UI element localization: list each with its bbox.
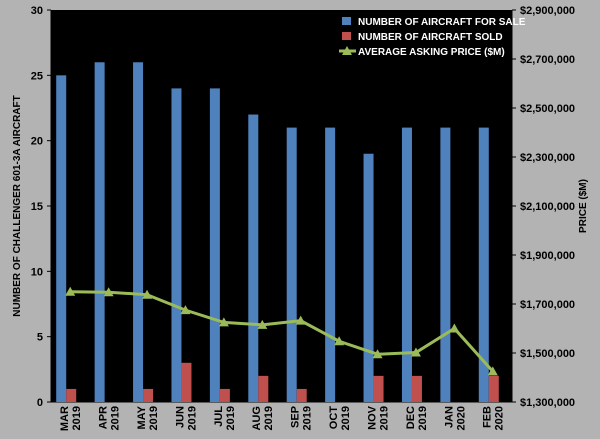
bar-for-sale (478, 127, 489, 402)
bar-sold (411, 375, 422, 402)
plot-area (51, 10, 512, 402)
x-tick-label: JUL (213, 406, 225, 427)
x-tick-label: 2019 (110, 406, 122, 430)
price-marker (142, 289, 153, 299)
bar-for-sale (401, 127, 412, 402)
price-marker (103, 287, 114, 297)
x-tick-label: SEP (290, 406, 302, 428)
x-tick-label: OCT (328, 406, 340, 430)
legend-label: AVERAGE ASKING PRICE ($M) (358, 47, 505, 58)
x-tick-label: 2019 (302, 406, 314, 430)
right-tick-label: $2,100,000 (520, 201, 575, 213)
bar-for-sale (363, 153, 374, 402)
y2-axis-title: PRICE ($M) (578, 179, 589, 233)
price-marker (257, 319, 268, 329)
left-tick-label: 30 (31, 5, 43, 17)
right-tick-label: $2,900,000 (520, 5, 575, 17)
price-marker (65, 286, 76, 296)
bar-for-sale (94, 62, 105, 403)
right-tick-label: $1,700,000 (520, 299, 575, 311)
x-tick-label: 2019 (417, 406, 429, 430)
legend-box (338, 12, 508, 62)
x-tick-label: JAN (443, 406, 455, 428)
price-marker (180, 305, 191, 315)
price-marker (334, 336, 345, 346)
x-tick-label: 2019 (340, 406, 352, 430)
right-tick-label: $1,300,000 (520, 397, 575, 409)
bar-sold (181, 362, 192, 402)
x-tick-label: 2019 (71, 406, 83, 430)
left-tick-label: 20 (31, 136, 43, 148)
x-tick-label: MAY (136, 405, 148, 429)
legend-swatch (342, 17, 351, 25)
left-tick-label: 10 (31, 266, 43, 278)
price-marker (487, 366, 498, 376)
right-tick-label: $1,500,000 (520, 348, 575, 360)
x-tick-label: 2020 (494, 406, 506, 430)
price-marker (410, 347, 421, 357)
bar-sold (488, 375, 499, 402)
bar-sold (219, 388, 230, 402)
bar-for-sale (325, 127, 336, 402)
bar-sold (66, 388, 77, 402)
price-marker (295, 315, 306, 325)
legend-label: NUMBER OF AIRCRAFT FOR SALE (358, 17, 526, 28)
x-tick-label: APR (98, 406, 110, 429)
x-tick-label: 2020 (455, 406, 467, 430)
left-tick-label: 15 (31, 201, 43, 213)
x-tick-label: 2019 (148, 406, 160, 430)
right-tick-label: $2,300,000 (520, 152, 575, 164)
x-tick-label: MAR (59, 406, 71, 431)
bar-for-sale (440, 127, 451, 402)
price-marker (372, 349, 383, 359)
bar-for-sale (209, 88, 220, 403)
x-tick-label: NOV (366, 405, 378, 430)
right-tick-label: $2,700,000 (520, 54, 575, 66)
x-tick-label: 2019 (225, 406, 237, 430)
bar-sold (143, 388, 154, 402)
bar-for-sale (133, 62, 144, 403)
x-tick-label: DEC (405, 406, 417, 429)
bar-for-sale (286, 127, 297, 402)
right-tick-label: $1,900,000 (520, 250, 575, 262)
legend-swatch-marker (342, 46, 352, 55)
legend-swatch (342, 32, 351, 40)
right-tick-label: $2,500,000 (520, 103, 575, 115)
bar-for-sale (56, 75, 67, 402)
price-line (70, 290, 494, 373)
left-tick-label: 5 (37, 332, 43, 344)
price-marker (218, 317, 229, 327)
x-tick-label: 2019 (263, 406, 275, 430)
bar-for-sale (171, 88, 182, 403)
x-tick-label: AUG (251, 406, 263, 430)
bar-for-sale (248, 114, 259, 403)
bar-sold (258, 375, 269, 402)
x-tick-label: FEB (482, 406, 494, 428)
bar-sold (373, 375, 384, 402)
legend-label: NUMBER OF AIRCRAFT SOLD (358, 32, 503, 43)
price-marker (449, 323, 460, 333)
bar-sold (296, 388, 307, 402)
left-tick-label: 0 (37, 397, 43, 409)
y-axis-title: NUMBER OF CHALLENGER 601-3A AIRCRAFT (12, 95, 23, 317)
x-tick-label: 2019 (378, 406, 390, 430)
x-tick-label: JUN (174, 406, 186, 428)
x-tick-label: 2019 (186, 406, 198, 430)
left-tick-label: 25 (31, 70, 43, 82)
